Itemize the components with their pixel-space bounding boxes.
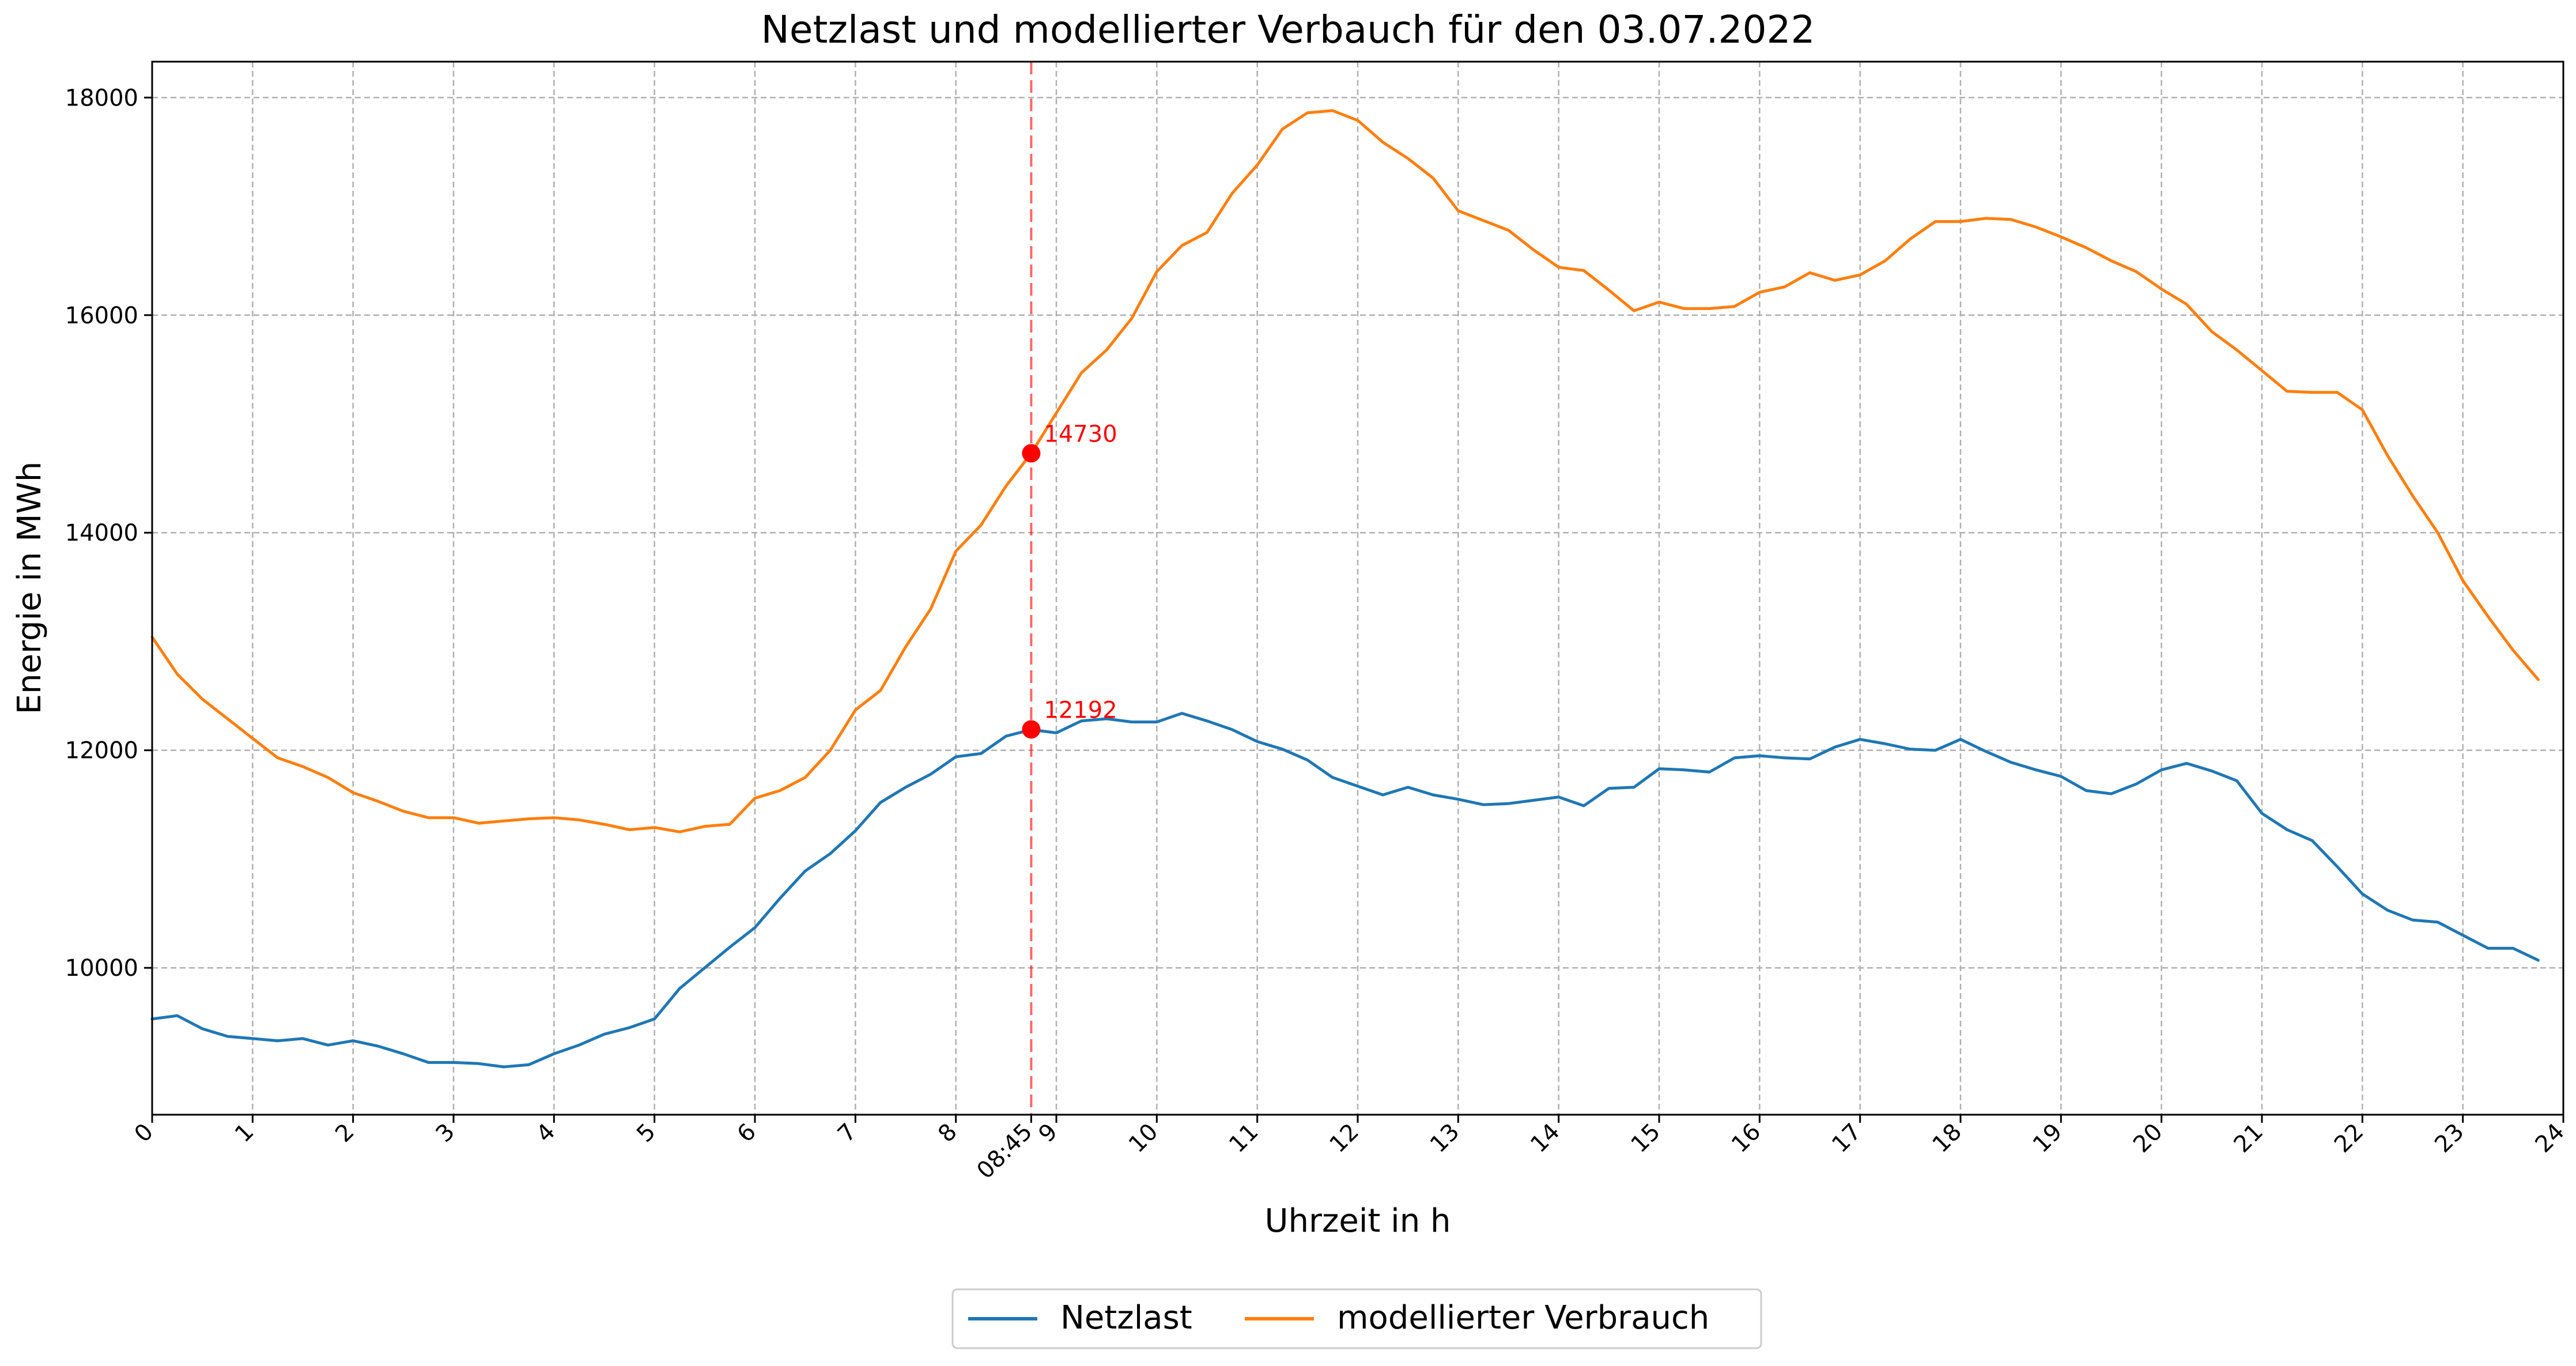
series-layer [150,109,2540,1069]
marker-point [1022,444,1041,463]
y-tick-label: 10000 [65,955,138,982]
legend-label: Netzlast [1060,1299,1192,1337]
series-line-modellierter-verbrauch [150,109,2540,833]
y-axis-label: Energie in MWh [11,462,48,715]
marker-value-label: 12192 [1044,697,1117,723]
legend-item: modellierter Verbrauch [1245,1299,1709,1337]
y-tick-label: 16000 [65,303,138,329]
marker-layer: 14730 12192 [1022,62,1117,1115]
legend: Netzlast modellierter Verbrauch [951,1288,1762,1349]
legend-item: Netzlast [968,1299,1192,1337]
y-tick-label: 14000 [65,520,138,546]
chart-title: Netzlast und modellierter Verbauch für d… [761,7,1815,52]
x-axis-label: Uhrzeit in h [1264,1202,1451,1240]
legend-frame [951,1288,1762,1349]
marker-value-label: 14730 [1044,421,1117,447]
y-tick-label: 12000 [65,738,138,764]
series-line-netzlast [150,712,2540,1069]
marker-point [1022,720,1041,739]
legend-label: modellierter Verbrauch [1337,1299,1709,1337]
y-tick-label: 18000 [65,85,138,111]
